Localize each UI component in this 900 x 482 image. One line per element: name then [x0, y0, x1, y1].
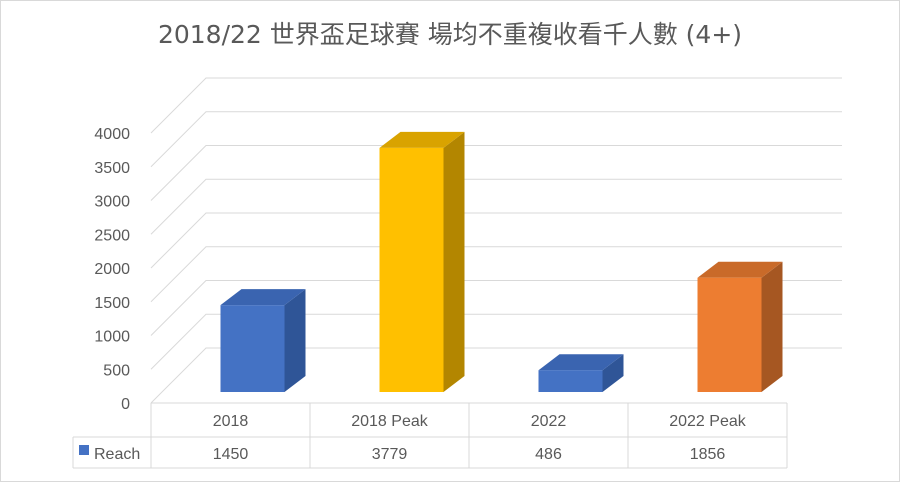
- gridline: [150, 111, 842, 168]
- bar: [220, 305, 285, 392]
- gridline: [150, 77, 842, 134]
- bar-top: [697, 261, 783, 278]
- category-label: 2022 Peak: [669, 413, 747, 430]
- gridline: [150, 347, 842, 404]
- bar-side: [761, 261, 783, 392]
- bar: [379, 147, 444, 392]
- data-label: 3779: [372, 446, 408, 463]
- bar-top: [379, 131, 465, 148]
- category-label: 2022: [531, 413, 567, 430]
- y-tick-label: 1500: [94, 295, 130, 312]
- data-label: 1856: [690, 446, 726, 463]
- category-label: 2018: [213, 413, 249, 430]
- gridline: [150, 313, 842, 370]
- y-tick-label: 0: [121, 396, 130, 413]
- y-tick-label: 3000: [94, 194, 130, 211]
- gridline: [150, 145, 842, 201]
- data-label: 1450: [213, 446, 249, 463]
- legend-label: Reach: [94, 446, 140, 463]
- y-tick-label: 4000: [94, 126, 130, 143]
- bar-side: [443, 131, 465, 393]
- y-tick-label: 1000: [94, 329, 130, 346]
- bar-side: [602, 354, 624, 392]
- y-tick-label: 3500: [94, 160, 130, 177]
- bar: [697, 277, 762, 392]
- y-tick-label: 500: [103, 362, 130, 379]
- bar-side: [284, 289, 306, 392]
- data-label: 486: [535, 446, 562, 463]
- bar-top: [538, 354, 624, 371]
- legend-swatch: [79, 445, 89, 455]
- bar: [538, 370, 603, 392]
- y-tick-label: 2500: [94, 227, 130, 244]
- chart-title: 2018/22 世界盃足球賽 場均不重複收看千人數 (4+): [157, 20, 743, 49]
- gridline: [150, 280, 842, 336]
- gridline: [150, 212, 842, 269]
- y-tick-label: 2000: [94, 261, 130, 278]
- category-label: 2018 Peak: [351, 413, 429, 430]
- gridline: [150, 246, 842, 303]
- bar-top: [220, 289, 306, 306]
- gridline: [150, 178, 842, 235]
